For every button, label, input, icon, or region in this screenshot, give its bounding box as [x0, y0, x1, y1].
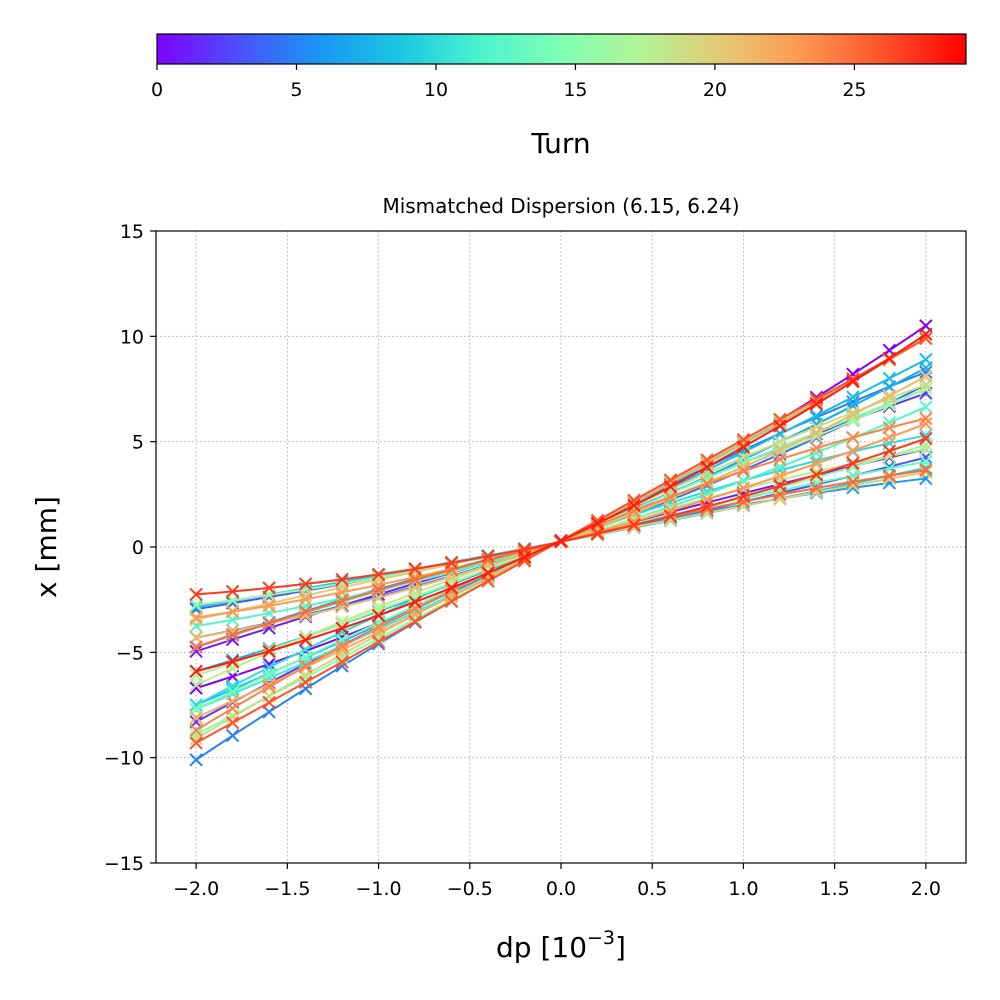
colorbar-label: Turn: [530, 127, 590, 160]
data-point-marker: [919, 463, 933, 477]
x-axis-title: dp [10−3]: [496, 927, 626, 964]
x-axis-ticks: −2.0 −1.5 −1.0 −0.5 0.0 0.5 1.0 1.5 2.0: [173, 863, 941, 900]
x-tick-label: −0.5: [447, 878, 493, 900]
data-point-marker: [189, 678, 203, 692]
colorbar-tick-label: 20: [703, 79, 727, 101]
data-point-marker: [189, 664, 203, 679]
x-axis-title-suffix: ]: [615, 931, 626, 964]
series-line: [196, 443, 927, 606]
data-point-marker: [919, 382, 933, 396]
data-point-marker: [189, 598, 203, 612]
data-point-marker: [189, 600, 203, 614]
data-point-marker: [919, 411, 933, 426]
y-axis-title: x [mm]: [30, 496, 63, 598]
x-tick-label: 2.0: [911, 878, 941, 900]
x-tick-label: 0.5: [637, 878, 667, 900]
series-line: [195, 469, 927, 649]
colorbar-tick-label: 0: [151, 79, 163, 101]
x-tick-label: −1.5: [264, 878, 310, 900]
data-point-marker: [189, 612, 203, 627]
data-point-marker: [919, 331, 933, 346]
colorbar-tick-label: 15: [563, 79, 587, 101]
y-tick-label: 15: [120, 221, 144, 243]
series-line: [195, 392, 927, 723]
chart-title: Mismatched Dispersion (6.15, 6.24): [382, 194, 739, 218]
series-line: [195, 371, 927, 761]
data-point-marker: [189, 644, 203, 658]
data-point-marker: [189, 668, 203, 683]
x-tick-label: −1.0: [355, 878, 401, 900]
data-point-marker: [189, 698, 203, 712]
colorbar-tick-label: 25: [842, 79, 866, 101]
x-tick-label: −2.0: [173, 878, 219, 900]
series-group: [189, 319, 933, 767]
data-point-marker: [919, 431, 933, 446]
x-axis-title-exponent: −3: [587, 927, 615, 949]
x-tick-label: 1.0: [728, 878, 758, 900]
plot-area: Mismatched Dispersion (6.15, 6.24) −2.0−…: [30, 194, 967, 964]
data-point-marker: [189, 610, 203, 625]
x-tick-label: 0.0: [546, 878, 576, 900]
data-point-marker: [189, 723, 203, 737]
series-line: [195, 333, 927, 673]
colorbar: 0 5 10 15 20 25 Turn: [151, 33, 967, 160]
data-point-marker: [919, 465, 933, 479]
data-point-marker: [189, 587, 203, 602]
data-point-marker: [189, 710, 203, 725]
data-point-marker: [919, 327, 933, 341]
data-point-marker: [189, 736, 203, 750]
grid-lines: [156, 230, 966, 864]
y-tick-label: 5: [132, 432, 144, 454]
y-tick-label: 0: [132, 537, 144, 559]
data-point-marker: [919, 400, 933, 414]
colorbar-tick-label: 10: [424, 79, 448, 101]
data-point-marker: [919, 365, 933, 379]
y-tick-label: −10: [104, 748, 144, 770]
data-point-marker: [919, 442, 933, 456]
y-tick-label: −5: [116, 642, 144, 664]
data-point-marker: [189, 640, 203, 654]
series-turn-28: [189, 327, 933, 679]
y-tick-label: 10: [120, 326, 144, 348]
data-point-marker: [919, 369, 933, 384]
colorbar-gradient: [156, 33, 967, 65]
x-tick-label: 1.5: [820, 878, 850, 900]
data-point-marker: [189, 630, 203, 645]
colorbar-ticks: 0 5 10 15 20 25: [151, 64, 867, 101]
colorbar-tick-label: 5: [290, 79, 302, 101]
y-axis-ticks: −15 −10 −5 0 5 10 15: [104, 221, 156, 875]
data-point-marker: [189, 753, 203, 767]
data-point-marker: [919, 352, 933, 367]
y-tick-label: −15: [104, 853, 144, 875]
x-axis-title-base: dp [10: [496, 931, 587, 964]
